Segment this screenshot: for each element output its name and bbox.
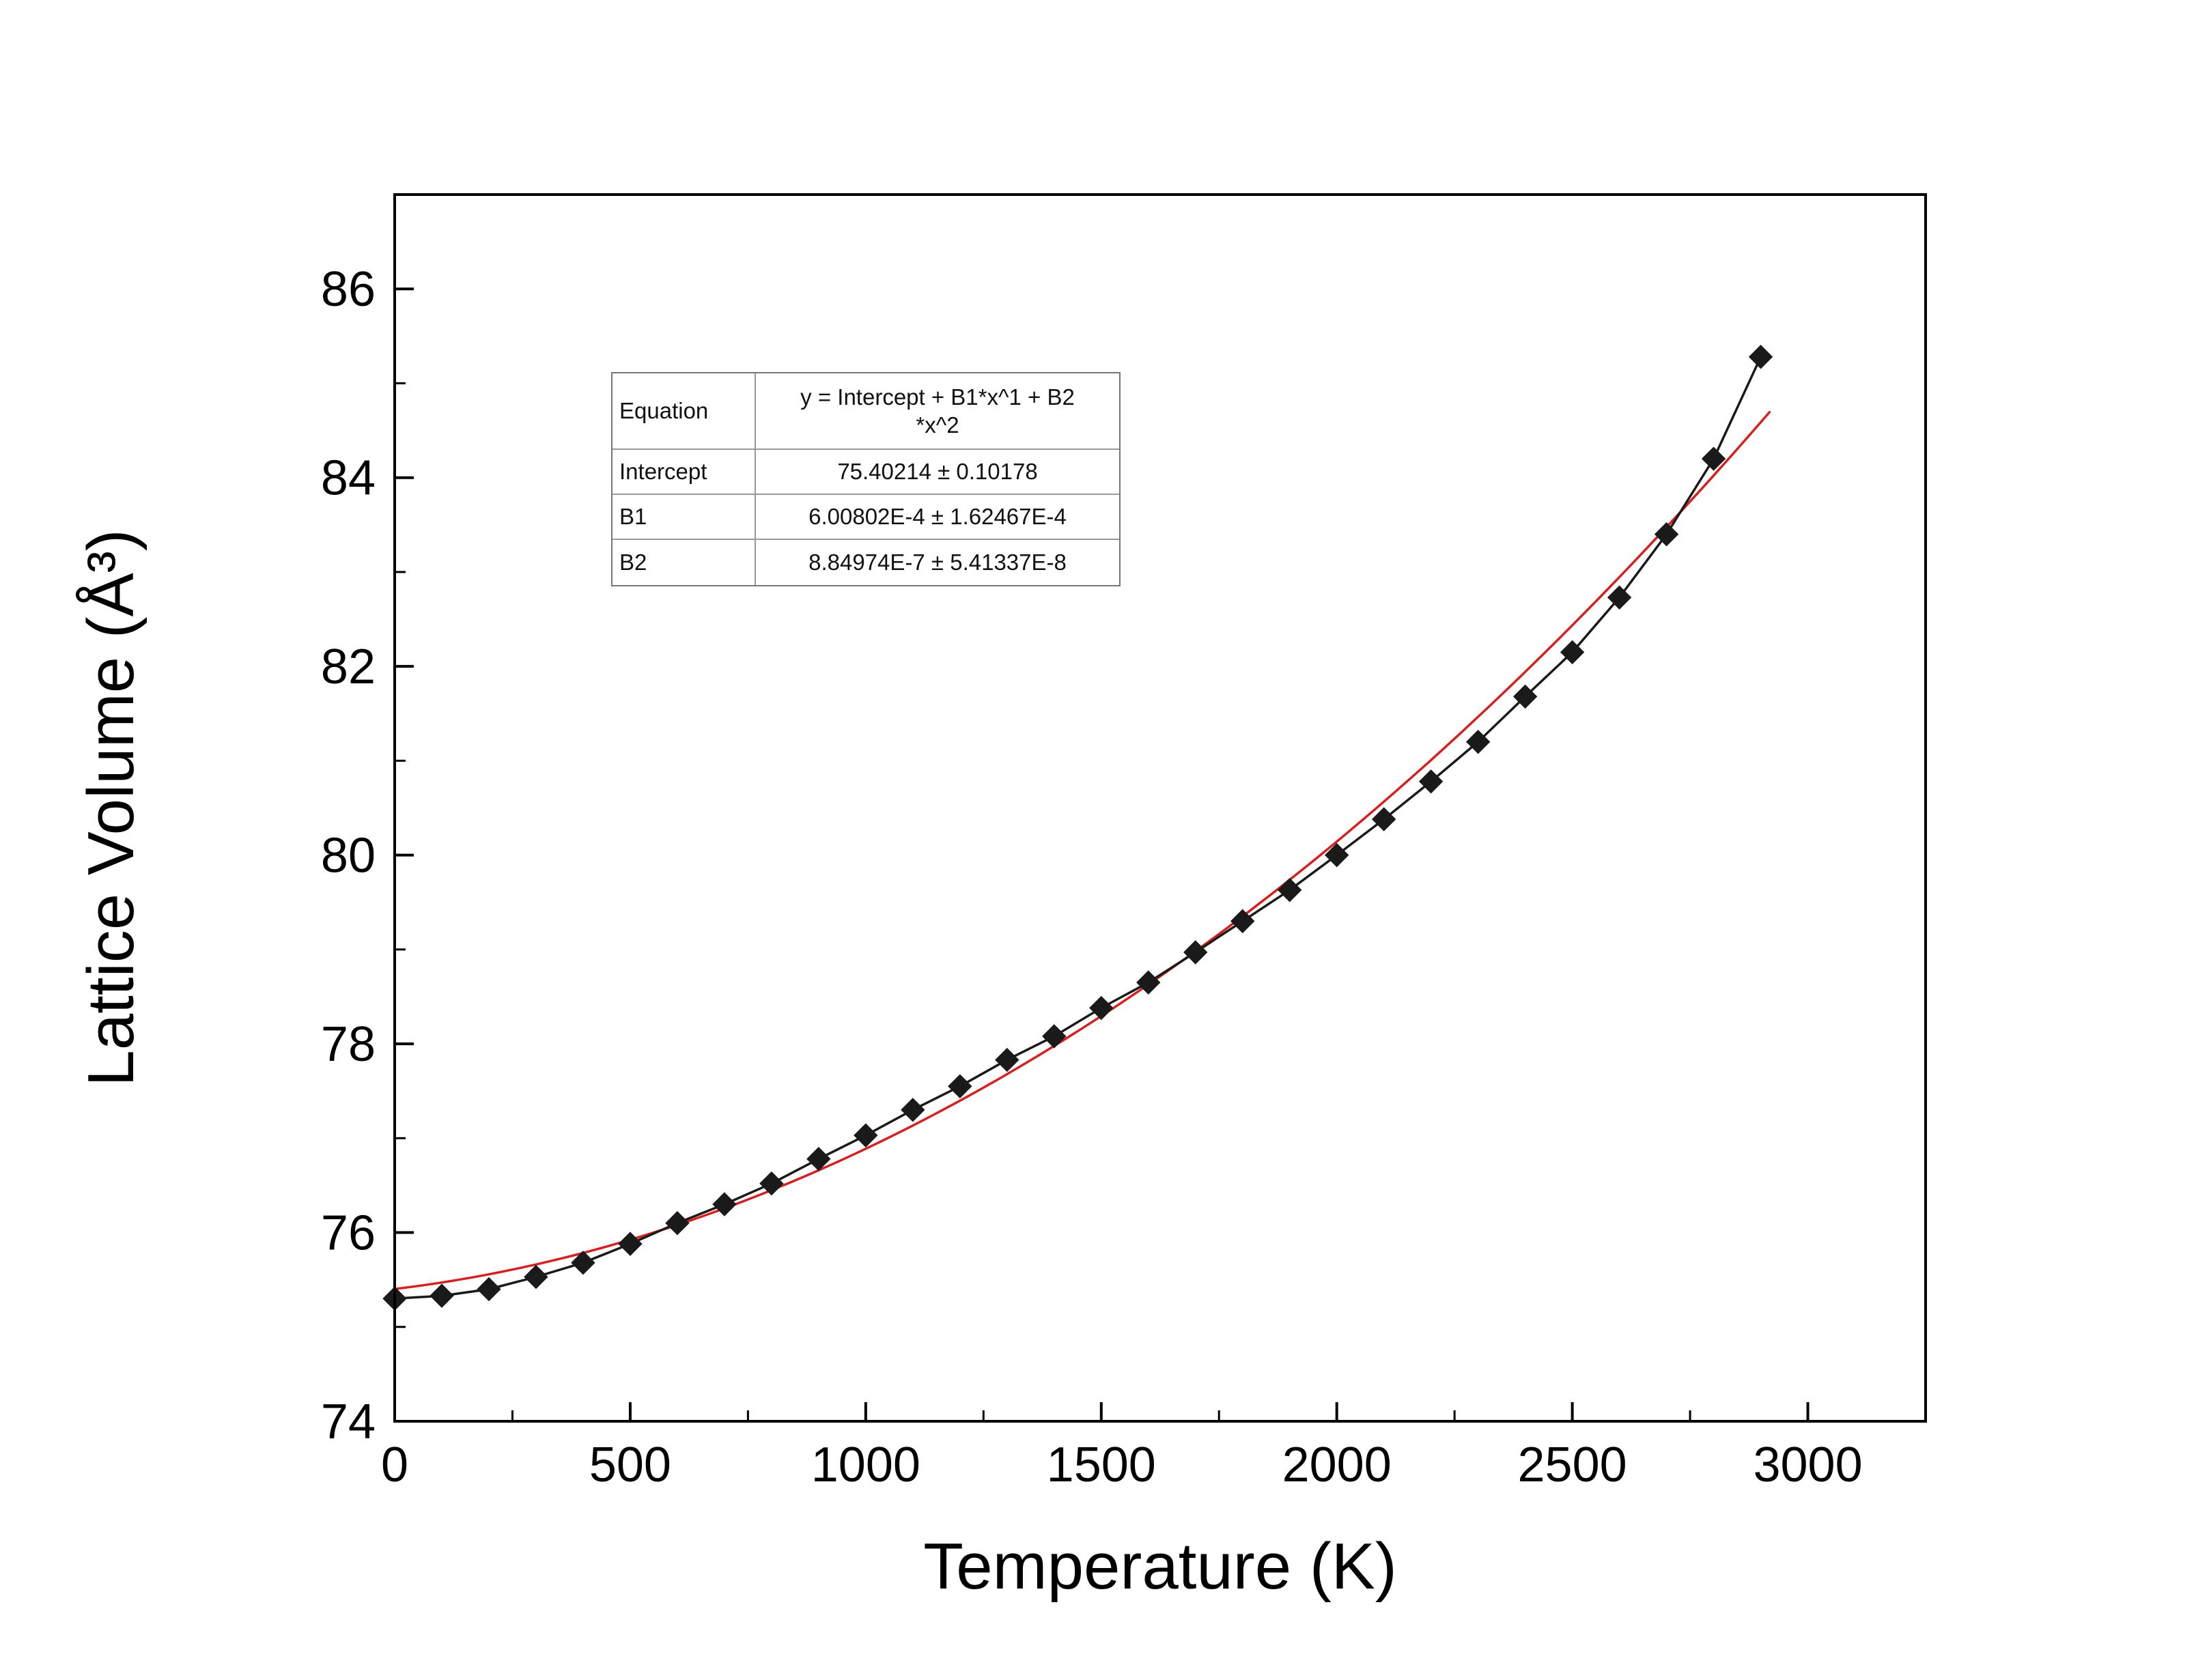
- fit-table-value: 75.40214 ± 0.10178: [756, 450, 1119, 495]
- data-point-marker: [948, 1074, 972, 1098]
- y-tick-label: 84: [321, 451, 376, 506]
- y-tick-label: 74: [321, 1395, 376, 1449]
- y-tick-label: 76: [321, 1206, 376, 1261]
- data-point-marker: [806, 1147, 831, 1171]
- fit-parameter-table: Equation y = Intercept + B1*x^1 + B2 *x^…: [611, 372, 1121, 586]
- data-point-marker: [759, 1171, 784, 1196]
- fit-table-label: Intercept: [613, 450, 756, 495]
- data-point-marker: [1230, 909, 1255, 934]
- data-point-marker: [1136, 970, 1161, 995]
- data-point-marker: [712, 1192, 737, 1216]
- data-point-marker: [1418, 769, 1444, 794]
- y-tick-label: 82: [321, 640, 376, 694]
- data-point-marker: [1512, 684, 1538, 709]
- data-point-marker: [1654, 522, 1679, 547]
- x-tick-label: 2500: [1518, 1438, 1627, 1492]
- x-tick-label: 1500: [1047, 1438, 1156, 1492]
- x-tick-label: 0: [381, 1438, 408, 1492]
- data-point-marker: [571, 1251, 595, 1275]
- data-point-marker: [430, 1283, 454, 1308]
- data-point-marker: [995, 1047, 1019, 1072]
- fit-table-value: 6.00802E-4 ± 1.62467E-4: [756, 495, 1119, 540]
- fit-table-value: y = Intercept + B1*x^1 + B2 *x^2: [756, 373, 1119, 450]
- fit-table-label: Equation: [613, 373, 756, 450]
- data-point-marker: [1465, 730, 1491, 754]
- y-axis-title: Lattice Volume (Å³): [74, 529, 147, 1086]
- y-tick-label: 78: [321, 1017, 376, 1072]
- data-point-marker: [1701, 446, 1726, 471]
- data-point-marker: [1607, 585, 1632, 610]
- data-point-marker: [1089, 995, 1114, 1021]
- data-point-marker: [1278, 878, 1302, 902]
- data-point-marker: [1324, 842, 1349, 868]
- x-axis-title: Temperature (K): [923, 1530, 1397, 1603]
- fit-table-label: B2: [613, 540, 756, 585]
- plot-frame: [393, 193, 1927, 1423]
- data-point-marker: [854, 1123, 878, 1148]
- data-point-marker: [901, 1098, 925, 1122]
- data-point-marker: [1183, 940, 1208, 965]
- data-point-marker: [618, 1231, 643, 1256]
- data-point-marker: [477, 1277, 501, 1302]
- fit-table-label: B1: [613, 495, 756, 540]
- data-point-marker: [665, 1211, 690, 1236]
- x-tick-label: 2000: [1282, 1438, 1392, 1492]
- fit-table-value: 8.84974E-7 ± 5.41337E-8: [808, 550, 1067, 575]
- data-point-marker: [524, 1264, 548, 1290]
- x-tick-label: 500: [589, 1438, 671, 1492]
- data-point-marker: [1371, 807, 1396, 831]
- x-tick-label: 3000: [1753, 1438, 1862, 1492]
- x-tick-label: 1000: [811, 1438, 920, 1492]
- data-point-marker: [1042, 1024, 1067, 1049]
- y-tick-label: 80: [321, 829, 376, 883]
- data-point-marker: [1560, 640, 1585, 665]
- y-tick-label: 86: [321, 262, 376, 317]
- data-point-marker: [1748, 345, 1773, 369]
